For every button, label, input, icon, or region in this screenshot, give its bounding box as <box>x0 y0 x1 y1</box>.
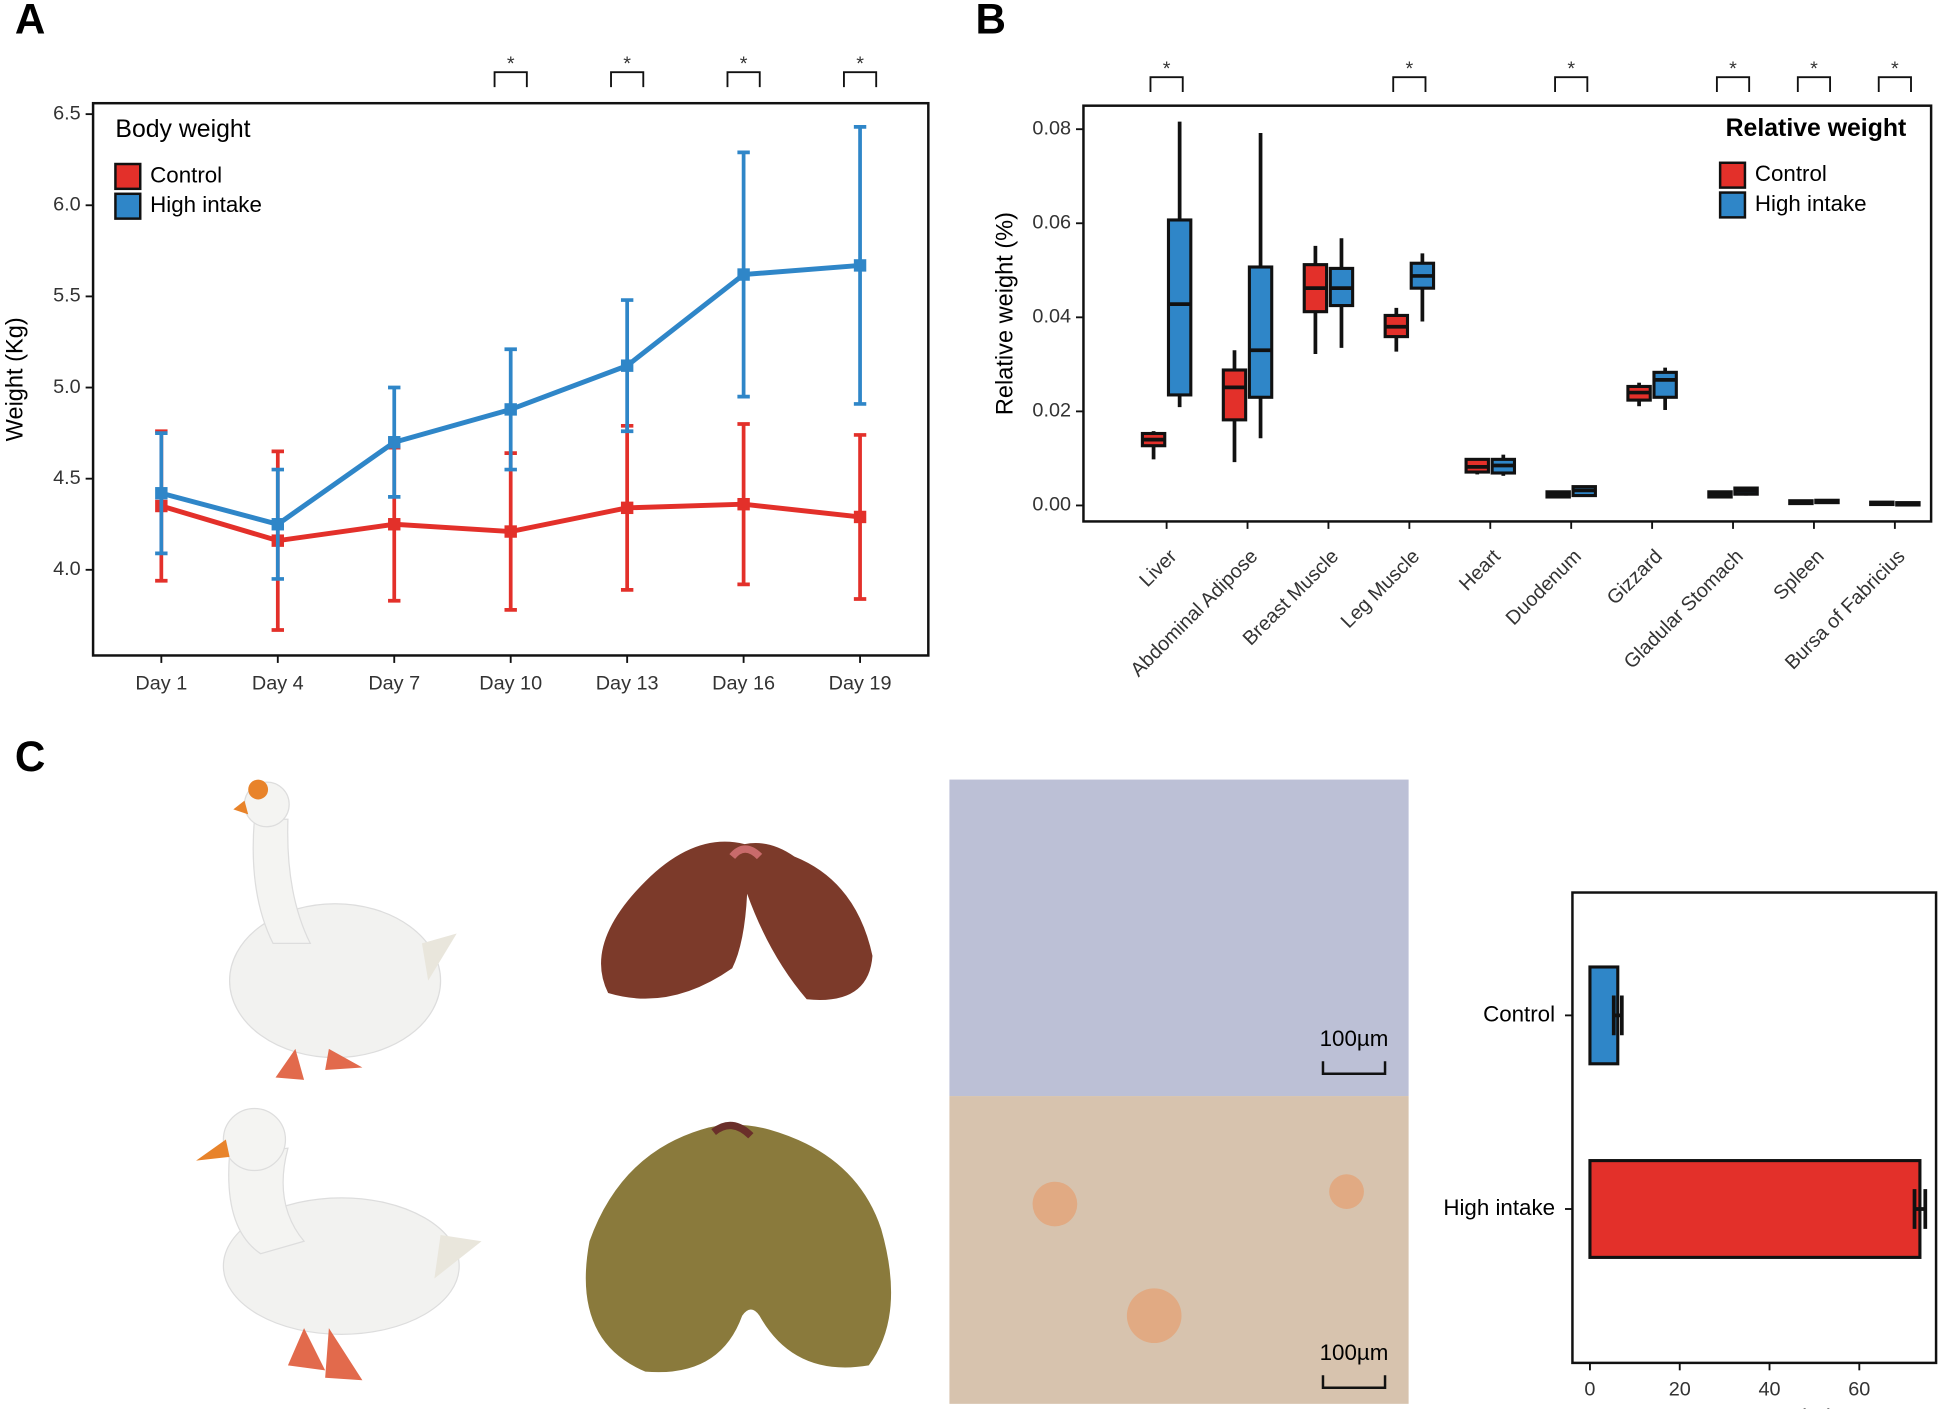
significance-label: * <box>623 53 631 75</box>
point <box>271 518 284 531</box>
y-tick-label: 0.08 <box>1032 117 1071 139</box>
y-tick-label: 5.0 <box>53 376 81 398</box>
significance-bracket <box>493 71 528 88</box>
plot-frame <box>1571 891 1938 1365</box>
box <box>1247 265 1274 399</box>
significance-bracket <box>1554 76 1589 93</box>
box <box>1652 370 1678 399</box>
significance-bracket <box>610 71 645 88</box>
x-tick-label: Gizzard <box>1603 545 1667 609</box>
legend-title: Relative weight <box>1726 115 1907 142</box>
y-tick-label: Control <box>1483 1001 1555 1026</box>
significance-label: * <box>1729 58 1737 80</box>
significance-bracket <box>1392 76 1427 93</box>
x-axis-title: Fat content (%) <box>1674 1405 1835 1409</box>
panel-label: A <box>15 0 45 43</box>
legend-swatch <box>1718 161 1747 189</box>
y-tick-label: 0.04 <box>1032 306 1071 328</box>
y-tick-label: High intake <box>1443 1195 1555 1220</box>
goose-photo <box>196 1107 482 1381</box>
error-bar <box>1611 995 1624 1036</box>
x-tick-label: Day 4 <box>252 672 304 694</box>
y-tick-label: 4.5 <box>53 467 81 489</box>
x-tick-label: 0 <box>1584 1378 1595 1400</box>
y-tick-label: 6.5 <box>53 102 81 124</box>
point <box>504 403 517 416</box>
y-tick-label: 0.00 <box>1032 494 1071 516</box>
x-tick-label: 20 <box>1669 1378 1691 1400</box>
liver-photo <box>585 1121 892 1373</box>
point <box>388 436 401 449</box>
point <box>737 497 750 511</box>
legend-swatch <box>114 192 142 220</box>
x-tick-label: Heart <box>1455 545 1505 595</box>
significance-label: * <box>1891 58 1899 80</box>
x-tick-label: Spleen <box>1769 545 1828 604</box>
point <box>504 525 517 538</box>
legend-label: Control <box>150 162 222 187</box>
legend-label: High intake <box>150 192 262 217</box>
y-axis-title: Relative weight (%) <box>992 212 1018 415</box>
significance-label: * <box>1163 58 1171 80</box>
goose-photo <box>228 779 457 1080</box>
significance-label: * <box>856 53 864 75</box>
significance-bracket <box>842 71 878 88</box>
legend-label: High intake <box>1755 191 1867 216</box>
y-tick-label: 6.0 <box>53 194 81 216</box>
x-tick-label: 60 <box>1848 1378 1870 1400</box>
liver-photo <box>601 841 873 1000</box>
significance-label: * <box>1405 58 1413 80</box>
significance-bracket <box>1877 76 1912 93</box>
bar <box>1588 1159 1922 1259</box>
significance-label: * <box>1810 58 1818 80</box>
plot-frame <box>1082 104 1933 523</box>
box <box>1166 218 1193 397</box>
legend-title: Body weight <box>115 116 250 143</box>
point <box>155 487 168 500</box>
legend-label: Control <box>1755 161 1827 186</box>
point <box>388 518 401 531</box>
significance-label: * <box>1567 58 1575 80</box>
significance-label: * <box>740 53 748 75</box>
panel-label: B <box>975 0 1005 43</box>
point <box>853 510 867 524</box>
y-axis-title: Weight (Kg) <box>1 317 27 441</box>
x-tick-label: Duodenum <box>1502 545 1586 629</box>
y-tick-label: 4.0 <box>53 558 81 580</box>
significance-bracket <box>1796 76 1832 93</box>
scale-label: 100µm <box>1320 1340 1389 1365</box>
x-tick-label: Day 19 <box>829 672 892 694</box>
x-tick-label: 40 <box>1758 1378 1780 1400</box>
y-tick-label: 0.06 <box>1032 212 1071 234</box>
point <box>853 259 867 272</box>
x-tick-label: Day 10 <box>479 672 542 694</box>
x-tick-label: Day 7 <box>368 672 420 694</box>
x-tick-label: Day 1 <box>135 672 187 694</box>
legend-swatch <box>114 162 142 191</box>
x-tick-label: Liver <box>1135 545 1181 591</box>
error-bar <box>1912 1189 1928 1229</box>
point <box>620 501 634 515</box>
point <box>620 359 634 372</box>
x-tick-label: Leg Muscle <box>1337 545 1424 632</box>
scale-label: 100µm <box>1320 1026 1389 1051</box>
y-tick-label: 5.5 <box>53 285 81 307</box>
legend-swatch <box>1718 191 1747 219</box>
y-tick-label: 0.02 <box>1032 400 1071 422</box>
significance-bracket <box>726 71 761 88</box>
x-tick-label: Day 16 <box>712 672 775 694</box>
panel-label: C <box>15 733 45 780</box>
point <box>737 268 750 281</box>
x-tick-label: Day 13 <box>596 672 659 694</box>
significance-bracket <box>1149 76 1184 93</box>
significance-bracket <box>1715 76 1751 93</box>
box <box>1221 368 1248 422</box>
significance-label: * <box>507 53 515 75</box>
micrograph: 100µm 100µm <box>949 779 1409 1404</box>
